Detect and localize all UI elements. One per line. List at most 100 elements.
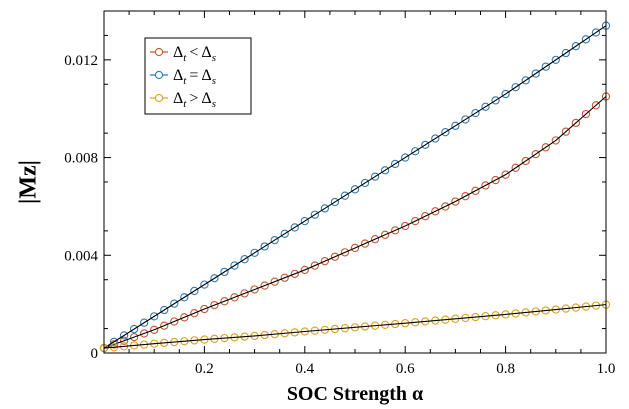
data-point [160,305,169,315]
data-point [250,248,259,257]
data-point [481,181,490,190]
x-tick-label: 0.2 [195,361,214,377]
data-point [501,170,510,179]
data-point [190,286,199,296]
data-point [350,243,360,253]
data-point [119,331,129,340]
data-point [180,313,189,322]
data-point [441,202,450,211]
data-point [571,118,581,128]
series-1 [99,92,611,353]
data-point [551,55,560,65]
data-point [180,293,189,302]
data-point [411,216,420,226]
data-point [551,136,560,145]
data-point [591,101,601,110]
legend-label: Δt = Δs [173,67,216,87]
data-point [491,96,500,105]
data-point [370,172,380,181]
data-point [511,83,520,92]
series-line [103,96,607,349]
legend-label: Δt > Δs [173,90,216,110]
data-point [561,127,570,136]
data-point [310,210,319,219]
data-point [280,229,289,238]
data-point [481,102,490,111]
series-line [103,304,607,349]
data-point [521,156,530,166]
legend-entry: Δt > Δs [150,90,216,110]
data-point [561,48,570,58]
legend-marker [154,70,164,80]
data-point [330,252,340,261]
x-tick-label: 0.6 [396,361,415,377]
x-axis-label: SOC Strength α [287,383,423,405]
legend-label: Δt < Δs [173,44,216,64]
data-point [210,274,219,283]
data-point [370,235,380,244]
data-point [461,115,470,124]
data-point [521,76,530,85]
data-point [391,159,400,169]
data-point [541,62,550,71]
data-point [310,261,319,270]
data-point [401,221,410,231]
data-point [140,318,149,327]
data-point [571,42,581,51]
data-point [230,293,239,302]
data-point [380,166,390,175]
series-layer [99,21,611,353]
data-point [541,143,550,152]
data-point [431,207,440,216]
data-point [401,153,410,162]
data-point [501,89,510,99]
ticks-layer: 0.2 0.4 0.6 0.8 1.0 0 0.004 0.008 0.012 [64,11,615,377]
data-point [350,185,360,194]
legend-entry: Δt < Δs [150,44,216,64]
data-point [491,175,500,185]
data-point [421,212,430,221]
y-tick-label: 0.004 [64,248,98,264]
data-point [451,121,460,130]
data-point [290,223,299,232]
data-point [300,265,309,275]
data-point [200,304,209,314]
data-point [340,248,350,257]
data-point [260,242,269,251]
data-point [210,300,219,310]
series-2 [99,21,611,353]
data-point [471,108,480,118]
data-point [461,192,470,201]
data-point [581,109,591,119]
y-axis-label: |Mz| [16,160,42,204]
data-point [140,329,149,338]
data-point [129,332,139,342]
data-point [119,336,129,345]
data-point [200,280,209,289]
y-tick-label: 0.012 [64,53,98,69]
data-point [380,230,390,239]
data-point [411,147,420,156]
legend-marker [154,47,164,57]
legend-marker [154,93,164,103]
series-line [103,25,607,349]
data-point [170,299,179,308]
data-point [109,337,119,346]
data-point [360,239,370,248]
data-point [240,255,249,264]
data-point [129,324,139,334]
data-point [441,128,450,137]
data-point [150,325,159,334]
x-tick-label: 0.8 [496,361,515,377]
data-point [290,269,299,279]
data-point [421,140,430,150]
data-point [511,163,520,172]
data-point [531,150,540,159]
data-point [431,134,440,143]
x-tick-label: 0.4 [295,361,314,377]
data-point [230,261,239,270]
data-point [471,186,480,195]
data-point [581,35,591,44]
data-point [190,309,199,318]
